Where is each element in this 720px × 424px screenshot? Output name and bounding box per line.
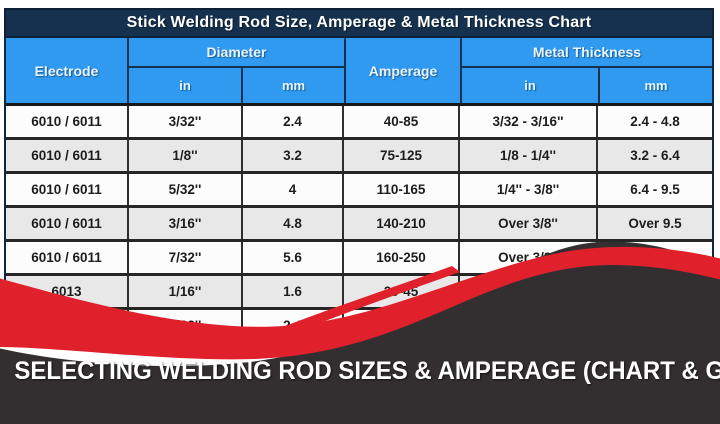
cell-electrode: 6010 / 6011 — [6, 242, 129, 273]
cell-electrode: 6010 / 6011 — [6, 174, 129, 205]
cell-amperage: 20-45 — [344, 276, 460, 307]
cell-electrode: 6010 / 6011 — [6, 140, 129, 171]
header-diameter-label: Diameter — [129, 38, 344, 68]
cell-amperage: 75-125 — [344, 140, 460, 171]
cell-thickness-mm: Over 9.5 — [628, 216, 682, 231]
cell-diameter-mm: 2.4 — [243, 106, 344, 137]
chart-title: Stick Welding Rod Size, Amperage & Metal… — [4, 8, 714, 38]
cell-thickness-in — [460, 310, 598, 341]
cell-electrode: 6010 / 6011 — [6, 208, 129, 239]
cell-diameter-mm: 3.2 — [243, 140, 344, 171]
cell-electrode: 6013 — [6, 276, 129, 307]
cell-thickness-mm — [598, 276, 712, 307]
header-diameter-mm: mm — [281, 78, 306, 93]
cell-amperage: 40-85 — [344, 106, 460, 137]
cell-thickness-mm: Over 9.5 — [628, 250, 682, 265]
cell-electrode: 6013 — [6, 310, 129, 341]
table-row: 6010 / 6011 3/32'' 2.4 40-85 3/32 - 3/16… — [6, 106, 712, 140]
cell-diameter-mm: 1.6 — [243, 276, 344, 307]
welding-chart-table: Electrode Diameter in mm Amperage Metal … — [4, 38, 714, 344]
header-metal-thickness-label: Metal Thickness — [462, 38, 712, 68]
header-amperage: Amperage — [346, 38, 462, 103]
header-metal-thickness-mm: mm — [644, 78, 668, 93]
table-row: 6010 / 6011 3/16'' 4.8 140-210 Over 3/8'… — [6, 208, 712, 242]
cell-thickness-in: Over 3/8'' — [460, 242, 598, 273]
cell-thickness-mm — [598, 310, 712, 341]
table-row: 6010 / 6011 7/32'' 5.6 160-250 Over 3/8'… — [6, 242, 712, 276]
cell-thickness-in: 3/32 - 3/16'' — [460, 106, 598, 137]
cell-amperage: 110-165 — [344, 174, 460, 205]
cell-thickness-in: 1/8 - 1/4'' — [460, 140, 598, 171]
cell-thickness-mm: 2.4 - 4.8 — [630, 114, 680, 129]
cell-amperage: 160-250 — [344, 242, 460, 273]
banner-caption: SELECTING WELDING ROD SIZES & AMPERAGE (… — [14, 357, 720, 385]
table-header: Electrode Diameter in mm Amperage Metal … — [6, 38, 712, 106]
cell-thickness-in: Over 3/8'' — [460, 208, 598, 239]
chart-title-text: Stick Welding Rod Size, Amperage & Metal… — [126, 14, 592, 31]
header-group-metal-thickness: Metal Thickness in mm — [462, 38, 712, 103]
cell-diameter-in: 3/32'' — [129, 310, 243, 341]
cell-diameter-mm: 4.8 — [243, 208, 344, 239]
table-row: 6013 1/16'' 1.6 20-45 — [6, 276, 712, 310]
cell-amperage: 140-210 — [344, 208, 460, 239]
cell-electrode: 6010 / 6011 — [6, 106, 129, 137]
cell-diameter-in: 1/16'' — [129, 276, 243, 307]
cell-thickness-mm: 3.2 - 6.4 — [630, 148, 680, 163]
cell-diameter-mm: 4 — [243, 174, 344, 205]
cell-thickness-mm: 6.4 - 9.5 — [630, 182, 680, 197]
cell-diameter-in: 3/32'' — [129, 106, 243, 137]
table-row: 6013 3/32'' 2.4 — [6, 310, 712, 344]
cell-amperage — [344, 310, 460, 341]
cell-diameter-in: 1/8'' — [129, 140, 243, 171]
table-row: 6010 / 6011 1/8'' 3.2 75-125 1/8 - 1/4''… — [6, 140, 712, 174]
cell-thickness-in — [460, 276, 598, 307]
cell-diameter-mm: 5.6 — [243, 242, 344, 273]
cell-thickness-in: 1/4'' - 3/8'' — [460, 174, 598, 205]
header-metal-thickness-in: in — [462, 68, 600, 103]
cell-diameter-in: 7/32'' — [129, 242, 243, 273]
cell-diameter-in: 3/16'' — [129, 208, 243, 239]
cell-diameter-in: 5/32'' — [129, 174, 243, 205]
header-electrode: Electrode — [6, 38, 129, 103]
header-diameter-in: in — [129, 68, 243, 103]
header-group-diameter: Diameter in mm — [129, 38, 346, 103]
table-row: 6010 / 6011 5/32'' 4 110-165 1/4'' - 3/8… — [6, 174, 712, 208]
cell-diameter-mm: 2.4 — [243, 310, 344, 341]
